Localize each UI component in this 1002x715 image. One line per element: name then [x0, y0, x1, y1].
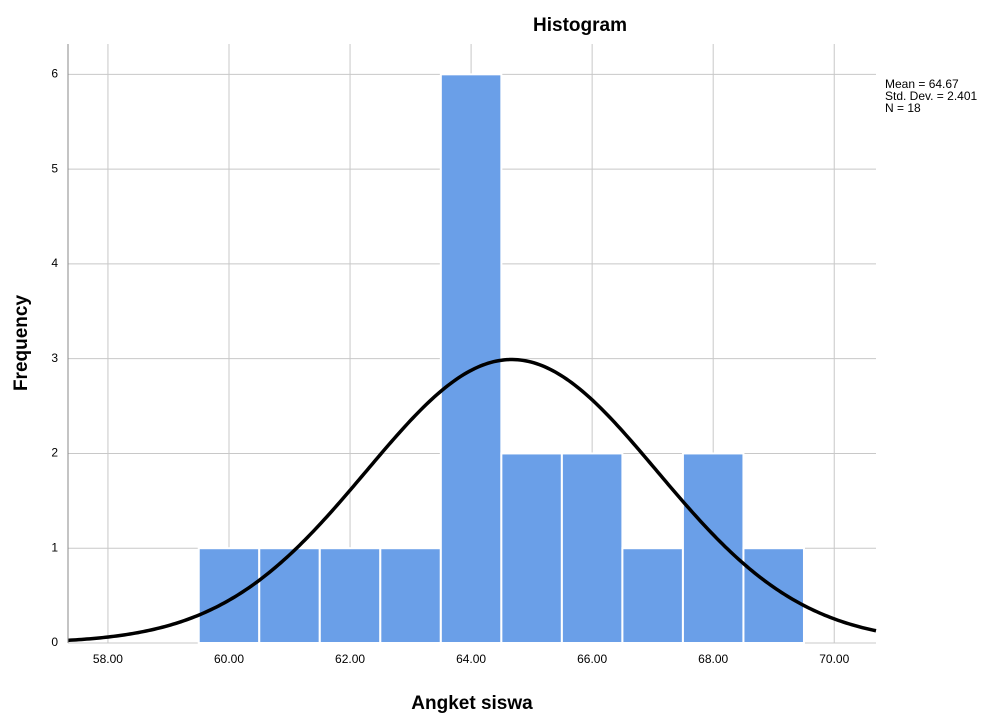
chart-title: Histogram — [533, 15, 627, 36]
y-tick-label: 0 — [51, 635, 58, 649]
x-tick-label: 66.00 — [577, 652, 607, 666]
bar — [259, 548, 320, 643]
x-tick-label: 68.00 — [698, 652, 728, 666]
y-tick-label: 3 — [51, 351, 58, 365]
x-tick-label: 70.00 — [819, 652, 849, 666]
page: Histogram Angket siswa Frequency Mean = … — [0, 0, 1002, 715]
y-tick-label: 4 — [51, 256, 58, 270]
bar — [501, 453, 562, 643]
y-tick-label: 5 — [51, 161, 58, 175]
bar — [743, 548, 804, 643]
y-tick-label: 6 — [51, 67, 58, 81]
bar — [320, 548, 381, 643]
x-tick-label: 62.00 — [335, 652, 365, 666]
bar — [199, 548, 260, 643]
y-axis-label: Frequency — [11, 295, 32, 392]
chart: Histogram Angket siswa Frequency Mean = … — [0, 0, 1002, 715]
y-tick-label: 2 — [51, 446, 58, 460]
x-axis-label: Angket siswa — [411, 693, 533, 714]
bar — [562, 453, 623, 643]
x-tick-label: 60.00 — [214, 652, 244, 666]
bar — [441, 74, 502, 643]
y-tick-label: 1 — [51, 540, 58, 554]
stat-n: N = 18 — [885, 101, 921, 115]
bar — [622, 548, 683, 643]
bar — [380, 548, 441, 643]
x-tick-label: 64.00 — [456, 652, 486, 666]
x-tick-label: 58.00 — [93, 652, 123, 666]
bar — [683, 453, 744, 643]
